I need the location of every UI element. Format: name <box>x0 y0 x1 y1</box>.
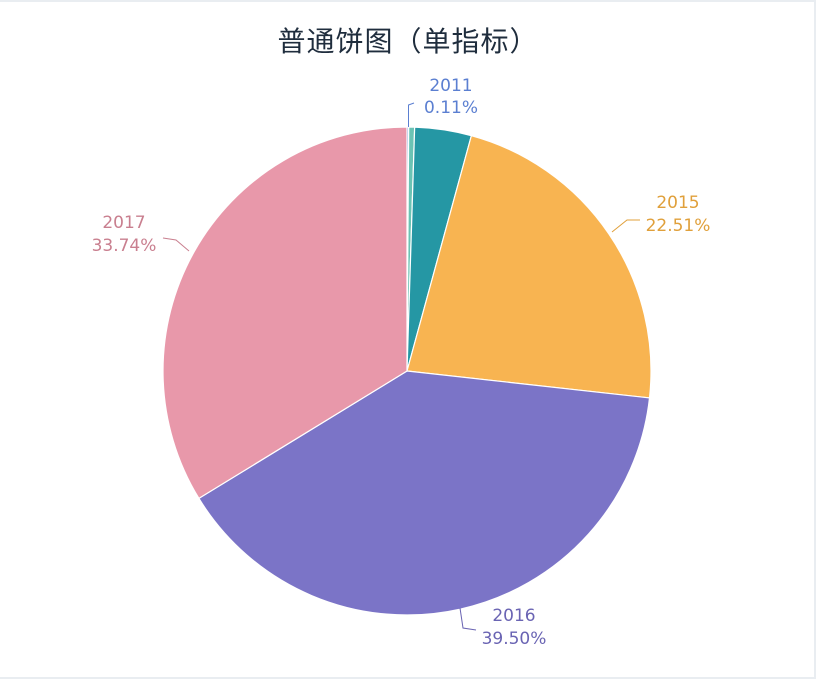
leader-line-2011 <box>408 102 415 127</box>
frame-right-border <box>814 2 816 677</box>
slice-label-2011: 2011 <box>429 76 472 96</box>
pie-slice-2017[interactable] <box>162 126 408 500</box>
slice-percent-2016: 39.50% <box>482 629 547 649</box>
slice-percent-2015: 22.51% <box>646 216 711 236</box>
slice-label-2015: 2015 <box>656 193 699 213</box>
leader-line-2016 <box>459 607 477 631</box>
chart-title: 普通饼图（单指标） <box>277 25 539 58</box>
pie-slice-2015[interactable] <box>406 134 652 399</box>
slice-label-2017: 2017 <box>102 213 145 233</box>
slice-label-2016: 2016 <box>492 606 535 626</box>
slice-percent-2017: 33.74% <box>92 236 157 256</box>
slice-percent-2011: 0.11% <box>424 98 478 118</box>
leader-line-2015 <box>611 219 640 233</box>
leader-line-2017 <box>162 237 190 252</box>
